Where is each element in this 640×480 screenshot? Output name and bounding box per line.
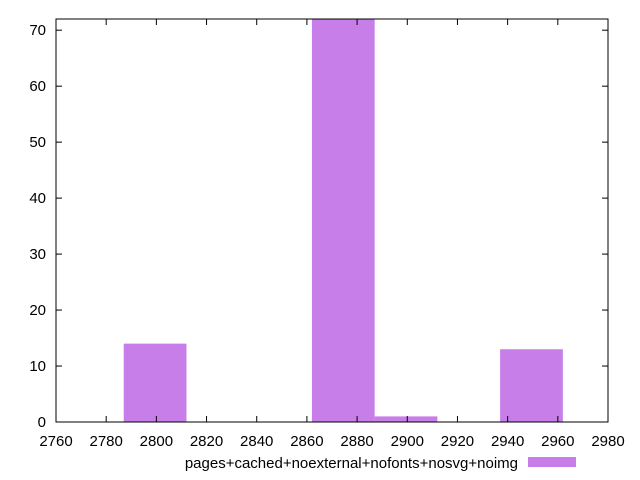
plot-frame xyxy=(55,18,609,423)
legend-label: pages+cached+noexternal+nofonts+nosvg+no… xyxy=(185,455,518,472)
x-tick-label: 2820 xyxy=(190,433,223,450)
y-tick-label: 30 xyxy=(29,246,46,263)
y-tick-label: 40 xyxy=(29,190,46,207)
x-tick-label: 2840 xyxy=(240,433,273,450)
bars-layer xyxy=(123,19,563,422)
histogram-bar xyxy=(311,19,375,422)
x-tick-label: 2780 xyxy=(89,433,122,450)
x-tick-label: 2800 xyxy=(140,433,173,450)
legend-swatch xyxy=(528,457,576,467)
x-tick-label: 2940 xyxy=(491,433,524,450)
y-tick-label: 10 xyxy=(29,358,46,375)
histogram-bar xyxy=(123,343,187,422)
y-tick-label: 60 xyxy=(29,78,46,95)
legend: pages+cached+noexternal+nofonts+nosvg+no… xyxy=(185,455,576,472)
x-tick-label: 2880 xyxy=(340,433,373,450)
y-tick-label: 0 xyxy=(38,414,46,431)
y-tick-label: 70 xyxy=(29,22,46,39)
axis-ticks: 2760 2780 2800 2820 2840 2860 2880 2900 2920 2940… xyxy=(29,19,625,450)
x-tick-label: 2960 xyxy=(541,433,574,450)
x-tick-label: 2980 xyxy=(591,433,624,450)
histogram-bar xyxy=(500,349,563,422)
y-tick-label: 20 xyxy=(29,302,46,319)
x-tick-label: 2920 xyxy=(441,433,474,450)
y-tick-label: 50 xyxy=(29,134,46,151)
x-tick-label: 2900 xyxy=(391,433,424,450)
x-tick-label: 2760 xyxy=(39,433,72,450)
histogram-bar xyxy=(374,416,438,422)
x-tick-label: 2860 xyxy=(290,433,323,450)
